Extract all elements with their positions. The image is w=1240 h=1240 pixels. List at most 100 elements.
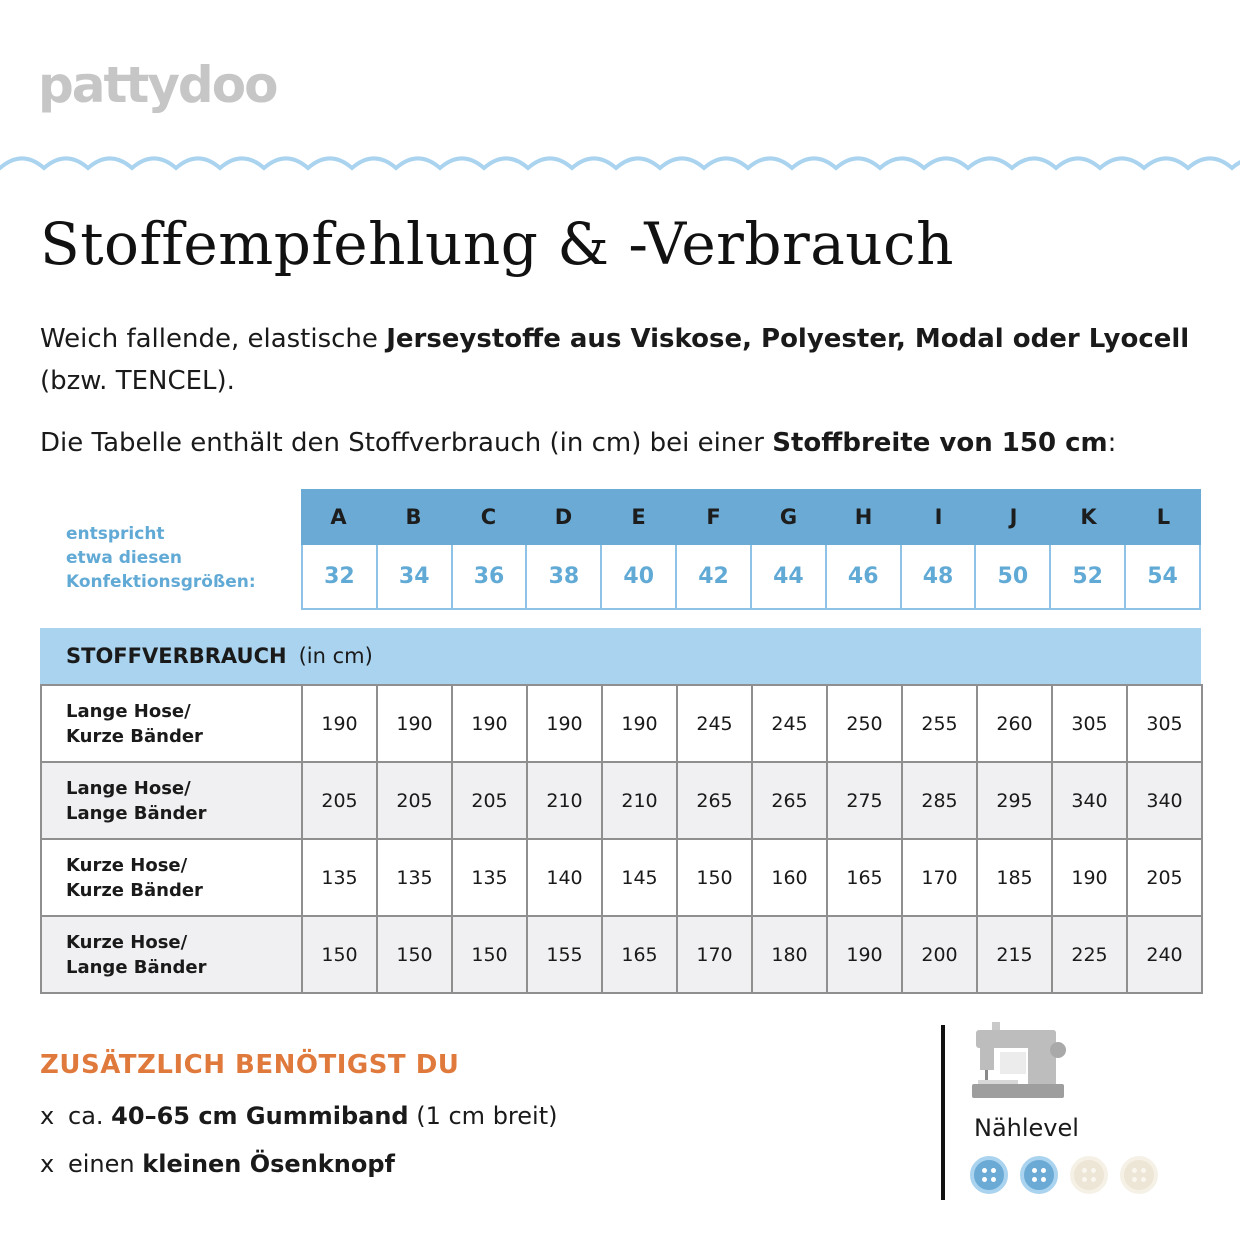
consumption-value: 150 — [376, 915, 453, 994]
size-letter: B — [405, 505, 422, 529]
page-title: Stoffempfehlung & -Verbrauch — [40, 210, 954, 278]
consumption-value: 340 — [1051, 761, 1128, 840]
size-number: 42 — [675, 545, 750, 608]
consumption-table: Lange Hose/Kurze Bänder 190 190 190 190 190 24… — [40, 684, 1203, 994]
level-button-empty-icon — [1070, 1156, 1108, 1194]
consumption-value: 260 — [976, 684, 1053, 763]
size-letter: K — [1080, 505, 1097, 529]
size-letter: D — [554, 505, 573, 529]
sewing-level-label: Nählevel — [974, 1114, 1079, 1142]
consumption-value: 205 — [301, 761, 378, 840]
consumption-value: 170 — [676, 915, 753, 994]
consumption-value: 210 — [601, 761, 678, 840]
consumption-value: 265 — [751, 761, 828, 840]
size-number: 50 — [974, 545, 1049, 608]
size-number: 38 — [525, 545, 600, 608]
consumption-value: 140 — [526, 838, 603, 917]
size-number: 36 — [450, 545, 526, 608]
consumption-value: 150 — [676, 838, 753, 917]
consumption-value: 180 — [751, 915, 828, 994]
additional-title: ZUSÄTZLICH BENÖTIGST DU — [40, 1050, 460, 1080]
consumption-value: 135 — [301, 838, 378, 917]
wave-divider — [0, 156, 1240, 171]
consumption-value: 250 — [826, 684, 903, 763]
consumption-value: 190 — [301, 684, 378, 763]
consumption-value: 205 — [1126, 838, 1203, 917]
table-row: Kurze Hose/Kurze Bänder 135 135 135 140 145 15… — [40, 838, 1203, 917]
consumption-value: 205 — [451, 761, 528, 840]
consumption-value: 245 — [751, 684, 828, 763]
consumption-value: 190 — [1051, 838, 1128, 917]
sewing-machine-icon — [972, 1022, 1066, 1098]
size-number: 32 — [324, 564, 355, 589]
consumption-value: 305 — [1126, 684, 1203, 763]
consumption-value: 165 — [601, 915, 678, 994]
consumption-value: 295 — [976, 761, 1053, 840]
consumption-value: 340 — [1126, 761, 1203, 840]
size-number: 48 — [899, 545, 975, 608]
size-letter: C — [480, 505, 497, 529]
consumption-value: 215 — [976, 915, 1053, 994]
consumption-value: 155 — [526, 915, 603, 994]
size-letter: J — [1009, 505, 1018, 529]
table-row: Lange Hose/Lange Bänder 205 205 205 210 210 26… — [40, 761, 1203, 840]
size-letter: F — [706, 505, 721, 529]
size-letter: H — [854, 505, 873, 529]
size-number-row: 32 34 36 38 40 42 44 46 48 50 52 54 — [301, 545, 1201, 610]
consumption-value: 170 — [901, 838, 978, 917]
consumption-value: 225 — [1051, 915, 1128, 994]
row-label: Kurze Hose/Kurze Bänder — [40, 838, 303, 917]
consumption-value: 190 — [376, 684, 453, 763]
size-letter: E — [631, 505, 646, 529]
consumption-value: 205 — [376, 761, 453, 840]
consumption-value: 265 — [676, 761, 753, 840]
size-number: 34 — [375, 545, 451, 608]
intro-table-text: Die Tabelle enthält den Stoffverbrauch (… — [40, 428, 1117, 458]
consumption-title: STOFFVERBRAUCH — [66, 644, 287, 668]
row-label: Lange Hose/Lange Bänder — [40, 761, 303, 840]
size-letter: G — [779, 505, 798, 529]
consumption-value: 245 — [676, 684, 753, 763]
size-number: 52 — [1049, 545, 1124, 608]
consumption-value: 165 — [826, 838, 903, 917]
consumption-value: 150 — [451, 915, 528, 994]
consumption-value: 275 — [826, 761, 903, 840]
consumption-value: 210 — [526, 761, 603, 840]
size-letter: L — [1156, 505, 1171, 529]
row-label: Lange Hose/Kurze Bänder — [40, 684, 303, 763]
size-number: 40 — [600, 545, 675, 608]
additional-item: x einen kleinen Ösenknopf — [40, 1150, 395, 1178]
additional-item: x ca. 40–65 cm Gummiband (1 cm breit) — [40, 1102, 558, 1130]
level-button-filled-icon — [970, 1156, 1008, 1194]
intro-fabric-text: Weich fallende, elastische Jerseystoffe … — [40, 324, 1190, 396]
consumption-unit: (in cm) — [298, 644, 373, 668]
consumption-value: 160 — [751, 838, 828, 917]
size-letter: A — [330, 505, 347, 529]
level-button-filled-icon — [1020, 1156, 1058, 1194]
consumption-value: 305 — [1051, 684, 1128, 763]
svg-text:pattydoo: pattydoo — [38, 56, 277, 114]
size-number: 44 — [749, 545, 825, 608]
table-row: Kurze Hose/Lange Bänder 150 150 150 155 165 17… — [40, 915, 1203, 994]
level-button-empty-icon — [1120, 1156, 1158, 1194]
consumption-value: 145 — [601, 838, 678, 917]
size-equivalence-note: entspricht etwa diesen Konfektionsgrößen… — [66, 524, 256, 592]
consumption-value: 150 — [301, 915, 378, 994]
consumption-value: 190 — [826, 915, 903, 994]
consumption-value: 135 — [451, 838, 528, 917]
size-number: 46 — [824, 545, 900, 608]
size-number: 54 — [1124, 545, 1199, 608]
consumption-value: 240 — [1126, 915, 1203, 994]
consumption-value: 200 — [901, 915, 978, 994]
sewing-level-rating — [970, 1156, 1158, 1194]
bullet-x: x — [40, 1150, 55, 1178]
consumption-header: STOFFVERBRAUCH (in cm) — [40, 628, 1201, 684]
size-letter-header: A B C D E F G H I J K L — [301, 489, 1201, 545]
consumption-value: 135 — [376, 838, 453, 917]
vertical-divider — [941, 1025, 945, 1200]
consumption-value: 190 — [451, 684, 528, 763]
consumption-value: 255 — [901, 684, 978, 763]
consumption-value: 285 — [901, 761, 978, 840]
consumption-value: 190 — [601, 684, 678, 763]
bullet-x: x — [40, 1102, 55, 1130]
